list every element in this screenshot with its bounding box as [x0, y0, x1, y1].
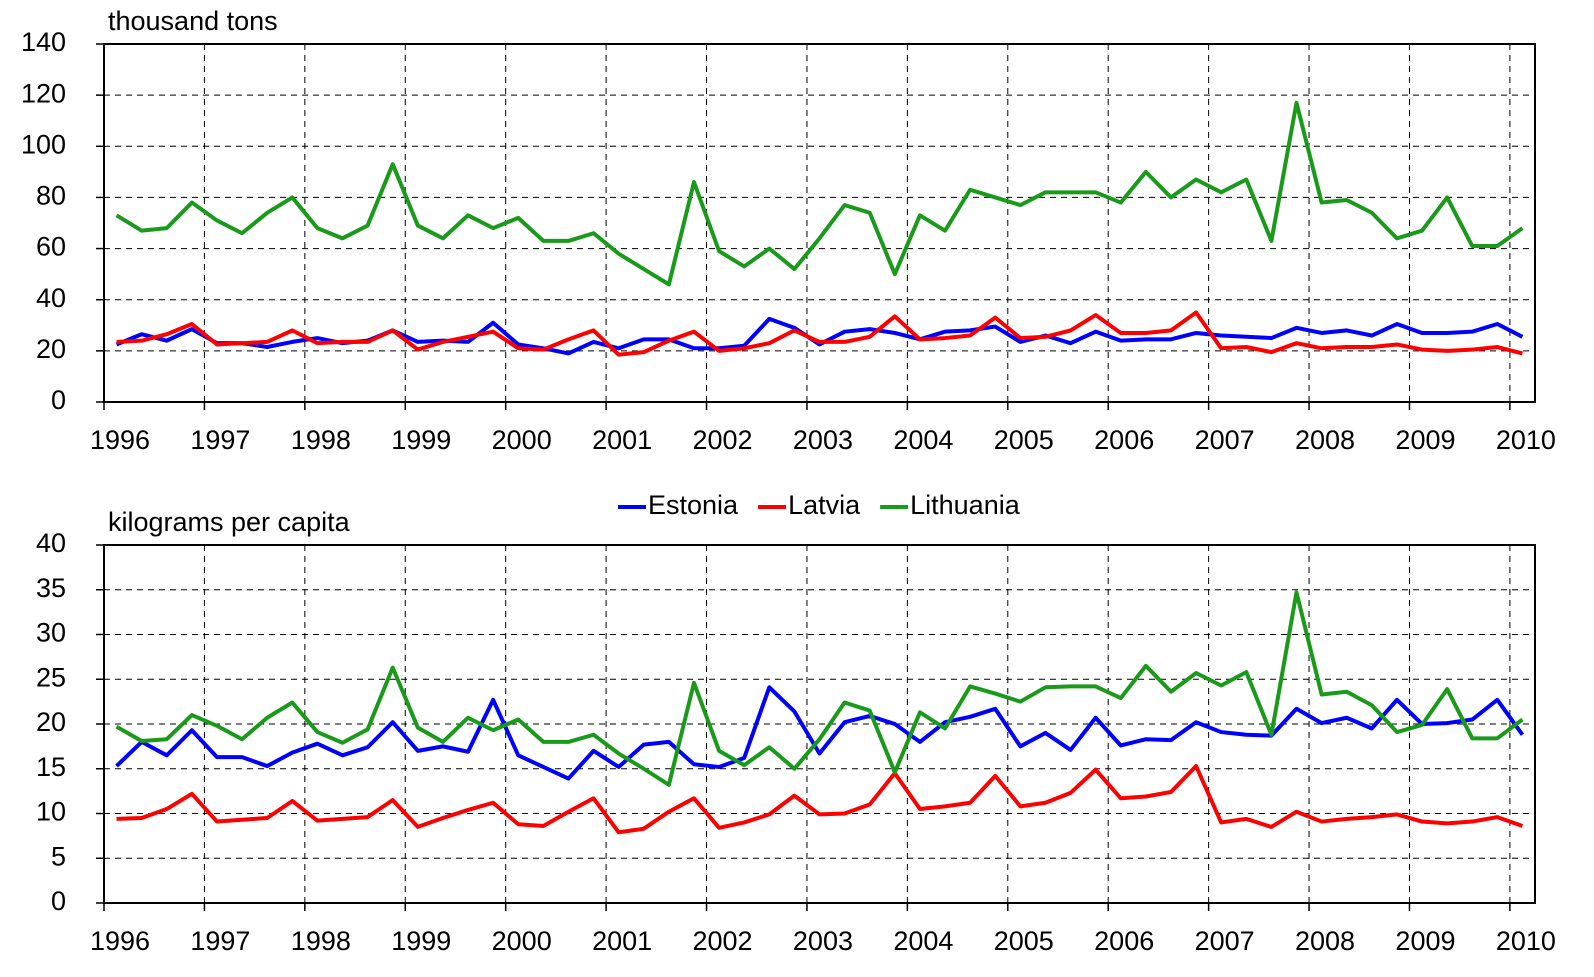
x-tick-label: 2000	[492, 425, 552, 455]
x-tick-label: 1997	[190, 425, 250, 455]
series-line	[116, 764, 1524, 835]
y-tick-label: 25	[36, 662, 66, 692]
x-tick-label: 2010	[1496, 926, 1556, 956]
y-tick-label: 0	[51, 886, 66, 916]
x-tick-label: 1998	[291, 926, 351, 956]
x-tick-label: 1996	[90, 425, 150, 455]
legend-label: Estonia	[648, 490, 739, 520]
x-tick-label: 2009	[1395, 425, 1455, 455]
y-tick-label: 10	[36, 797, 66, 827]
x-tick-label: 1997	[190, 926, 250, 956]
chart-title: kilograms per capita	[108, 507, 351, 537]
y-tick-label: 80	[36, 181, 66, 211]
y-tick-label: 120	[21, 78, 66, 108]
x-tick-label: 2004	[893, 926, 953, 956]
x-tick-label: 2008	[1295, 926, 1355, 956]
x-tick-label: 2010	[1496, 425, 1556, 455]
y-tick-label: 35	[36, 573, 66, 603]
chart-title: thousand tons	[108, 6, 278, 36]
x-tick-label: 1996	[90, 926, 150, 956]
legend-label: Latvia	[788, 490, 861, 520]
y-tick-label: 40	[36, 528, 66, 558]
x-tick-label: 2005	[994, 425, 1054, 455]
y-tick-label: 60	[36, 232, 66, 262]
x-tick-label: 2007	[1195, 425, 1255, 455]
x-tick-label: 2008	[1295, 425, 1355, 455]
x-tick-label: 2002	[692, 425, 752, 455]
x-tick-label: 2004	[893, 425, 953, 455]
series-line	[115, 100, 1524, 287]
x-tick-label: 2003	[793, 926, 853, 956]
x-tick-label: 1998	[291, 425, 351, 455]
x-tick-label: 1999	[391, 926, 451, 956]
y-tick-label: 40	[36, 283, 66, 313]
legend-label: Lithuania	[910, 490, 1021, 520]
x-tick-label: 2006	[1094, 425, 1154, 455]
x-tick-label: 2001	[592, 425, 652, 455]
plot-frame	[103, 544, 1536, 904]
x-tick-label: 2003	[793, 425, 853, 455]
x-tick-label: 2002	[692, 926, 752, 956]
x-tick-label: 2001	[592, 926, 652, 956]
series-line	[115, 685, 1525, 781]
y-tick-label: 15	[36, 752, 66, 782]
x-tick-label: 2007	[1195, 926, 1255, 956]
y-tick-label: 20	[36, 334, 66, 364]
x-tick-label: 2005	[994, 926, 1054, 956]
series-line	[116, 310, 1523, 357]
y-tick-label: 5	[51, 841, 66, 871]
y-tick-label: 0	[51, 385, 66, 415]
x-tick-label: 1999	[391, 425, 451, 455]
y-tick-label: 100	[21, 129, 66, 159]
x-tick-label: 2006	[1094, 926, 1154, 956]
x-tick-label: 2000	[492, 926, 552, 956]
y-tick-label: 140	[21, 27, 66, 57]
series-line	[115, 590, 1524, 787]
x-tick-label: 2009	[1395, 926, 1455, 956]
y-tick-label: 30	[36, 618, 66, 648]
y-tick-label: 20	[36, 707, 66, 737]
plot-frame	[103, 43, 1536, 403]
